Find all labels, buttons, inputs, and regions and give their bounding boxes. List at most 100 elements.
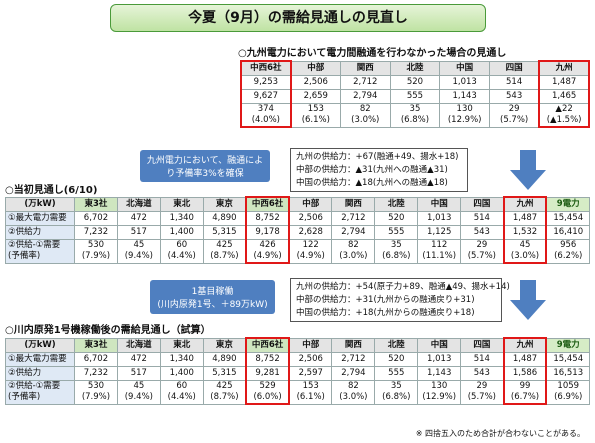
cell: 6,702 bbox=[74, 211, 118, 226]
cell: 7,232 bbox=[74, 366, 118, 381]
column-header: 中部 bbox=[288, 337, 333, 353]
callout-line: 中部の供給力：▲31(九州への融通▲31) bbox=[296, 165, 448, 175]
cell-text: (6.0%) bbox=[253, 392, 282, 402]
cell-text: 425 bbox=[216, 381, 233, 392]
column-header: 北陸 bbox=[374, 196, 419, 212]
cell: 153 (6.1%) bbox=[288, 380, 333, 405]
column-header: 関西 bbox=[331, 337, 376, 353]
cell: 517 bbox=[116, 366, 161, 381]
cell-text: (7.9%) bbox=[81, 251, 111, 262]
callout-line: 九州の供給力：+67(融通+49、揚水+18) bbox=[296, 152, 459, 162]
cell: 1,487 bbox=[538, 75, 590, 90]
cell: 5,315 bbox=[202, 225, 247, 240]
cell: 2,506 bbox=[288, 352, 333, 367]
cell-text: (4.4%) bbox=[167, 251, 196, 262]
cell-text: (4.4%) bbox=[167, 392, 196, 403]
cell: 82 (3.0%) bbox=[331, 380, 376, 405]
cell: 6,702 bbox=[74, 352, 118, 367]
cell-text: 29 bbox=[508, 104, 520, 115]
section-title: ○九州電力において電力間融通を行わなかった場合の見通し bbox=[238, 48, 507, 59]
cell-text: ②供給-①需要 bbox=[8, 240, 61, 251]
callout-text: (川内原発1号、＋89万kW) bbox=[157, 300, 268, 310]
cell: 1,125 bbox=[417, 225, 462, 240]
table-row: 9,253 2,506 2,712 520 1,013 514 1,487 bbox=[240, 75, 590, 90]
cell-text: 530 bbox=[87, 381, 105, 392]
cell: 45 (3.0%) bbox=[502, 239, 548, 264]
cell: 520 bbox=[374, 352, 419, 367]
callout-text: 1基目稼働 bbox=[191, 287, 234, 297]
table-row: 374 (4.0%) 153 (6.1%) 82 (3.0%) 35 (6.8%) 130 (12… bbox=[240, 103, 590, 128]
cell: 2,597 bbox=[288, 366, 333, 381]
cell-text: (8.7%) bbox=[210, 251, 239, 262]
cell: 555 bbox=[374, 225, 419, 240]
cell: 60 (4.4%) bbox=[159, 380, 204, 405]
row-label: ②供給力 bbox=[5, 225, 75, 240]
cell: 517 bbox=[116, 225, 161, 240]
callout-list: 九州の供給力：+54(原子力+89、融通▲49、揚水+14) 中部の供給力：+31… bbox=[290, 278, 510, 322]
cell-text: 82 bbox=[347, 240, 359, 251]
cell-text: 45 bbox=[133, 240, 145, 251]
cell: 2,659 bbox=[290, 89, 341, 104]
cell: 4,890 bbox=[202, 211, 247, 226]
cell: 1,532 bbox=[502, 225, 548, 240]
column-header: 東京 bbox=[202, 196, 247, 212]
cell-text: (6.8%) bbox=[400, 115, 430, 126]
cell: 2,794 bbox=[331, 366, 376, 381]
cell-text: (9.4%) bbox=[124, 251, 153, 262]
cell: 530 (7.9%) bbox=[74, 239, 118, 264]
cell: 153 (6.1%) bbox=[290, 103, 341, 128]
cell-text: 426 bbox=[259, 240, 276, 250]
cell-text: 130 bbox=[431, 381, 448, 392]
cell-text: 60 bbox=[176, 240, 188, 251]
column-header: 中西6社 bbox=[245, 337, 291, 353]
header-row: (万kW) 東3社 北海道 東北 東京 中西6社 中部 関西 北陸 中国 四国 九州 9電力 bbox=[5, 196, 591, 212]
cell: 520 bbox=[389, 75, 441, 90]
cell: 472 bbox=[116, 211, 161, 226]
table-row: ②供給-①需要 (予備率) 530 (7.9%) 45 (9.4%) 60 (4.4%) 425… bbox=[5, 239, 591, 264]
cell-text: (12.9%) bbox=[447, 115, 482, 126]
cell: 1,013 bbox=[439, 75, 491, 90]
cell: 514 bbox=[460, 352, 505, 367]
header-row: (万kW) 東3社 北海道 東北 東京 中西6社 中部 関西 北陸 中国 四国 九州 9電力 bbox=[5, 337, 591, 353]
table-row: ②供給-①需要 (予備率) 530 (7.9%) 45 (9.4%) 60 (4.4%) 425… bbox=[5, 380, 591, 405]
cell-text: 82 bbox=[359, 104, 371, 115]
cell: 9,627 bbox=[240, 89, 292, 104]
cell: 2,506 bbox=[288, 211, 333, 226]
cell-text: 45 bbox=[519, 240, 531, 250]
column-header: 東京 bbox=[202, 337, 247, 353]
column-header: 中部 bbox=[288, 196, 333, 212]
cell: 8,752 bbox=[245, 352, 291, 367]
row-label: ①最大電力需要 bbox=[5, 211, 75, 226]
column-header: 中西6社 bbox=[245, 196, 291, 212]
cell-text: 29 bbox=[476, 240, 488, 251]
cell-text: (予備率) bbox=[8, 392, 41, 403]
cell: 1,465 bbox=[538, 89, 590, 104]
cell-text: 374 bbox=[257, 104, 274, 114]
column-header: 9電力 bbox=[545, 196, 591, 212]
cell-text: 153 bbox=[302, 381, 319, 392]
column-header: 東3社 bbox=[74, 337, 118, 353]
cell-text: (5.7%) bbox=[467, 251, 496, 262]
cell: 520 bbox=[374, 211, 419, 226]
cell-text: (3.0%) bbox=[351, 115, 380, 126]
cell-text: 956 bbox=[560, 240, 577, 251]
table: 中西6社 中部 関西 北陸 中国 四国 九州 9,253 2,506 2,712 520 1,013 5… bbox=[240, 60, 590, 128]
cell-text: (▲1.5%) bbox=[546, 115, 582, 125]
cell: 5,315 bbox=[202, 366, 247, 381]
column-header: 中西6社 bbox=[240, 60, 292, 76]
cell-text: 130 bbox=[456, 104, 473, 115]
column-header: 東北 bbox=[159, 196, 204, 212]
cell-text: 112 bbox=[431, 240, 448, 251]
cell: 1,340 bbox=[159, 352, 204, 367]
cell: 82 (3.0%) bbox=[339, 103, 391, 128]
callout-line: 九州の供給力：+54(原子力+89、融通▲49、揚水+14) bbox=[296, 282, 510, 292]
section-title: ○川内原発1号機稼働後の需給見通し（試算） bbox=[5, 325, 211, 336]
column-header: 北海道 bbox=[116, 196, 161, 212]
cell-text: (6.8%) bbox=[382, 251, 411, 262]
cell: 555 bbox=[374, 366, 419, 381]
column-header: 東3社 bbox=[74, 196, 118, 212]
cell: 9,281 bbox=[245, 366, 291, 381]
cell: 1,013 bbox=[417, 352, 462, 367]
row-label: ②供給-①需要 (予備率) bbox=[5, 239, 75, 264]
cell-text: 35 bbox=[409, 104, 421, 115]
